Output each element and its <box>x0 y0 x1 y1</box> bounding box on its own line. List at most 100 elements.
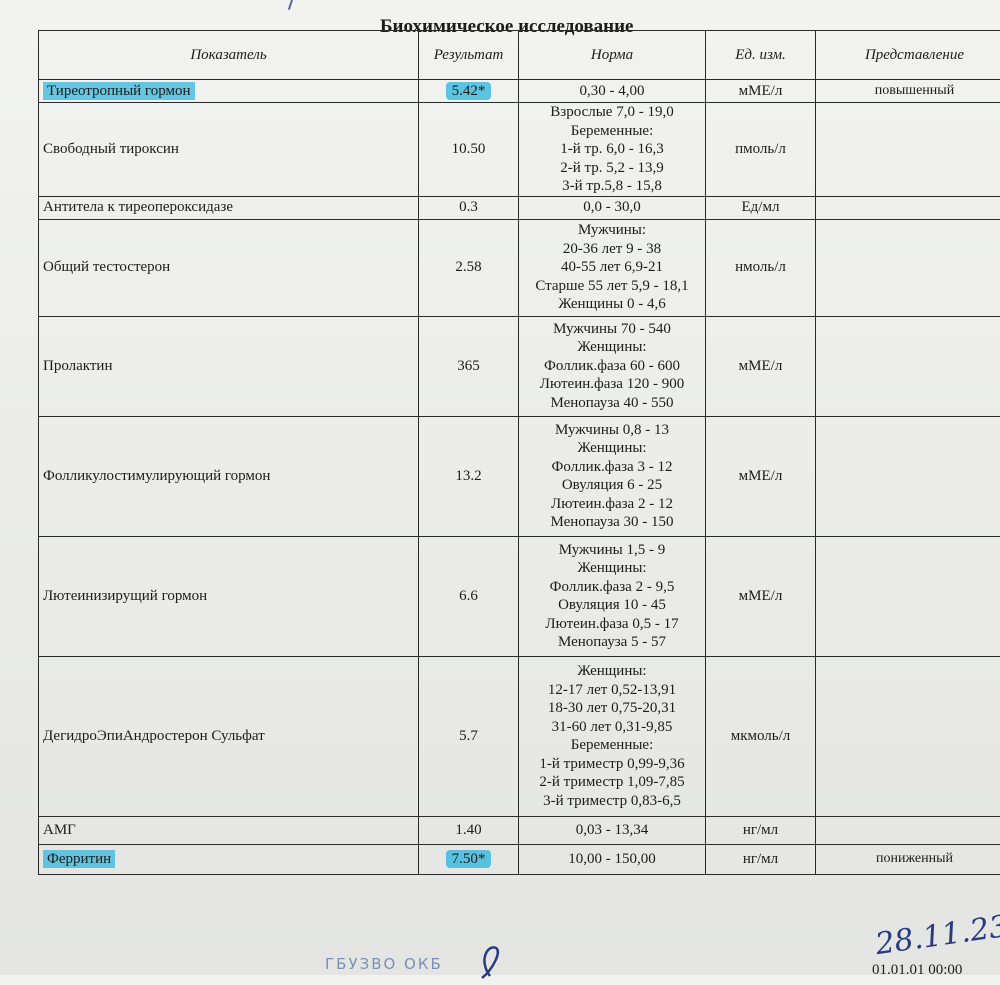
table-row: ДегидроЭпиАндростерон Сульфат 5.7 Женщин… <box>39 656 1000 816</box>
norm-line: Менопауза 40 - 550 <box>523 394 701 413</box>
norm-cell: 10,00 - 150,00 <box>519 844 706 874</box>
norm-line: 31-60 лет 0,31-9,85 <box>523 718 701 737</box>
indicator-name: Тиреотропный гормон <box>43 82 195 100</box>
result-value: 7.50* <box>446 850 492 868</box>
norm-line: 1-й триместр 0,99-9,36 <box>523 755 701 774</box>
representation-cell <box>816 536 1000 656</box>
indicator-cell: Свободный тироксин <box>39 103 419 197</box>
result-cell: 6.6 <box>419 536 519 656</box>
unit-cell: пмоль/л <box>706 103 816 197</box>
norm-line: 40-55 лет 6,9-21 <box>523 258 701 277</box>
result-cell: 7.50* <box>419 844 519 874</box>
norm-line: 2-й триместр 1,09-7,85 <box>523 773 701 792</box>
norm-line: 10,00 - 150,00 <box>523 850 701 869</box>
header-row: Показатель Результат Норма Ед. изм. Пред… <box>39 31 1000 80</box>
representation-cell: повышенный <box>816 80 1000 103</box>
result-value: 365 <box>457 358 480 374</box>
norm-line: Фоллик.фаза 60 - 600 <box>523 357 701 376</box>
indicator-cell: ДегидроЭпиАндростерон Сульфат <box>39 656 419 816</box>
indicator-cell: Тиреотропный гормон <box>39 80 419 103</box>
norm-line: Мужчины 1,5 - 9 <box>523 541 701 560</box>
unit-cell: Ед/мл <box>706 196 816 219</box>
norm-line: Мужчины 70 - 540 <box>523 320 701 339</box>
norm-line: Беременные: <box>523 736 701 755</box>
norm-line: Мужчины: <box>523 221 701 240</box>
norm-line: Женщины: <box>523 559 701 578</box>
indicator-name: Лютеинизирущий гормон <box>43 588 207 604</box>
result-value: 1.40 <box>455 822 481 838</box>
norm-line: Старше 55 лет 5,9 - 18,1 <box>523 277 701 296</box>
unit-cell: мМЕ/л <box>706 536 816 656</box>
norm-line: Менопауза 30 - 150 <box>523 513 701 532</box>
representation-cell <box>816 816 1000 844</box>
representation-cell <box>816 316 1000 416</box>
result-value: 13.2 <box>455 468 481 484</box>
norm-line: 3-й тр.5,8 - 15,8 <box>523 177 701 196</box>
norm-line: Женщины 0 - 4,6 <box>523 295 701 314</box>
indicator-cell: Антитела к тиреопероксидазе <box>39 196 419 219</box>
result-value: 2.58 <box>455 259 481 275</box>
indicator-name: Антитела к тиреопероксидазе <box>43 199 233 215</box>
norm-line: Лютеин.фаза 2 - 12 <box>523 495 701 514</box>
representation-cell <box>816 103 1000 197</box>
norm-line: 0,30 - 4,00 <box>523 82 701 101</box>
norm-line: Женщины: <box>523 439 701 458</box>
signature <box>470 940 510 985</box>
indicator-cell: АМГ <box>39 816 419 844</box>
results-table: Показатель Результат Норма Ед. изм. Пред… <box>38 30 1000 875</box>
representation-cell: пониженный <box>816 844 1000 874</box>
norm-cell: 0,03 - 13,34 <box>519 816 706 844</box>
norm-line: Менопауза 5 - 57 <box>523 633 701 652</box>
result-value: 0.3 <box>459 199 478 215</box>
table-row: АМГ 1.40 0,03 - 13,34 нг/мл <box>39 816 1000 844</box>
norm-line: 0,0 - 30,0 <box>523 198 701 217</box>
table-row: Ферритин 7.50* 10,00 - 150,00 нг/мл пони… <box>39 844 1000 874</box>
indicator-name: Свободный тироксин <box>43 141 179 157</box>
unit-cell: нмоль/л <box>706 219 816 316</box>
unit-cell: мкмоль/л <box>706 656 816 816</box>
norm-line: Фоллик.фаза 3 - 12 <box>523 458 701 477</box>
indicator-name: Фолликулостимулирующий гормон <box>43 468 270 484</box>
representation-cell <box>816 219 1000 316</box>
result-cell: 365 <box>419 316 519 416</box>
result-cell: 5.7 <box>419 656 519 816</box>
norm-line: 3-й триместр 0,83-6,5 <box>523 792 701 811</box>
norm-line: Овуляция 6 - 25 <box>523 476 701 495</box>
result-cell: 0.3 <box>419 196 519 219</box>
unit-cell: мМЕ/л <box>706 416 816 536</box>
indicator-cell: Общий тестостерон <box>39 219 419 316</box>
representation-cell <box>816 416 1000 536</box>
column-header-representation: Представление <box>816 31 1000 80</box>
norm-line: Взрослые 7,0 - 19,0 <box>523 103 701 122</box>
table-row: Общий тестостерон 2.58 Мужчины:20-36 лет… <box>39 219 1000 316</box>
table-row: Антитела к тиреопероксидазе 0.3 0,0 - 30… <box>39 196 1000 219</box>
indicator-cell: Фолликулостимулирующий гормон <box>39 416 419 536</box>
norm-line: Фоллик.фаза 2 - 9,5 <box>523 578 701 597</box>
norm-line: Овуляция 10 - 45 <box>523 596 701 615</box>
column-header-norm: Норма <box>519 31 706 80</box>
result-cell: 5.42* <box>419 80 519 103</box>
norm-line: Женщины: <box>523 662 701 681</box>
indicator-cell: Лютеинизирущий гормон <box>39 536 419 656</box>
table-row: Фолликулостимулирующий гормон 13.2 Мужчи… <box>39 416 1000 536</box>
indicator-name: АМГ <box>43 822 76 838</box>
result-value: 6.6 <box>459 588 478 604</box>
result-value: 10.50 <box>452 141 486 157</box>
unit-cell: нг/мл <box>706 844 816 874</box>
pen-mark <box>288 0 294 10</box>
printed-time: 01.01.01 00:00 <box>872 962 962 979</box>
column-header-result: Результат <box>419 31 519 80</box>
result-value: 5.42* <box>446 82 492 100</box>
norm-line: 0,03 - 13,34 <box>523 821 701 840</box>
norm-line: Мужчины 0,8 - 13 <box>523 421 701 440</box>
norm-line: Лютеин.фаза 0,5 - 17 <box>523 615 701 634</box>
norm-line: 12-17 лет 0,52-13,91 <box>523 681 701 700</box>
table-row: Свободный тироксин 10.50 Взрослые 7,0 - … <box>39 103 1000 197</box>
stamp: ГБУЗВО ОКБ <box>325 955 443 973</box>
